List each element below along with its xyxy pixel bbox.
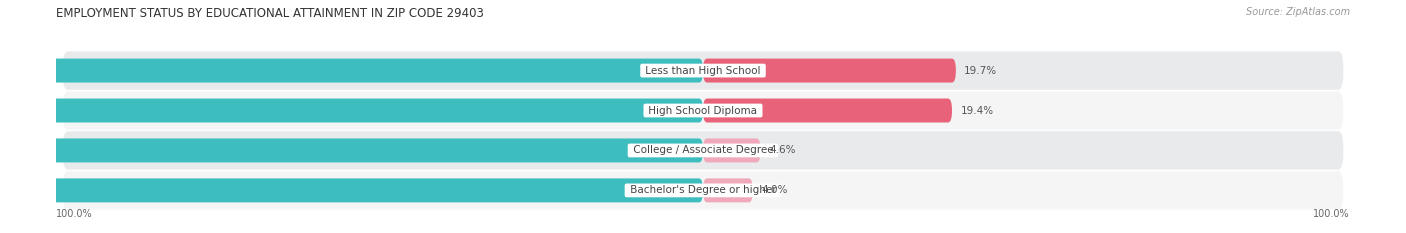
FancyBboxPatch shape (703, 99, 952, 123)
Text: College / Associate Degree: College / Associate Degree (630, 145, 776, 155)
Text: 19.7%: 19.7% (965, 65, 997, 75)
FancyBboxPatch shape (63, 131, 1343, 170)
FancyBboxPatch shape (0, 99, 703, 123)
Text: 55.1%: 55.1% (0, 106, 37, 116)
FancyBboxPatch shape (63, 171, 1343, 209)
FancyBboxPatch shape (63, 91, 1343, 130)
Text: Less than High School: Less than High School (643, 65, 763, 75)
Text: EMPLOYMENT STATUS BY EDUCATIONAL ATTAINMENT IN ZIP CODE 29403: EMPLOYMENT STATUS BY EDUCATIONAL ATTAINM… (56, 7, 484, 20)
FancyBboxPatch shape (0, 138, 703, 162)
FancyBboxPatch shape (703, 58, 956, 82)
Text: 100.0%: 100.0% (1313, 209, 1350, 219)
Text: 4.0%: 4.0% (761, 185, 787, 195)
FancyBboxPatch shape (0, 178, 703, 202)
FancyBboxPatch shape (703, 138, 761, 162)
Text: Source: ZipAtlas.com: Source: ZipAtlas.com (1246, 7, 1350, 17)
Text: High School Diploma: High School Diploma (645, 106, 761, 116)
Text: Bachelor's Degree or higher: Bachelor's Degree or higher (627, 185, 779, 195)
FancyBboxPatch shape (703, 178, 752, 202)
Text: 19.4%: 19.4% (960, 106, 994, 116)
Text: 4.6%: 4.6% (769, 145, 796, 155)
FancyBboxPatch shape (0, 58, 703, 82)
Text: 100.0%: 100.0% (56, 209, 93, 219)
FancyBboxPatch shape (63, 51, 1343, 90)
